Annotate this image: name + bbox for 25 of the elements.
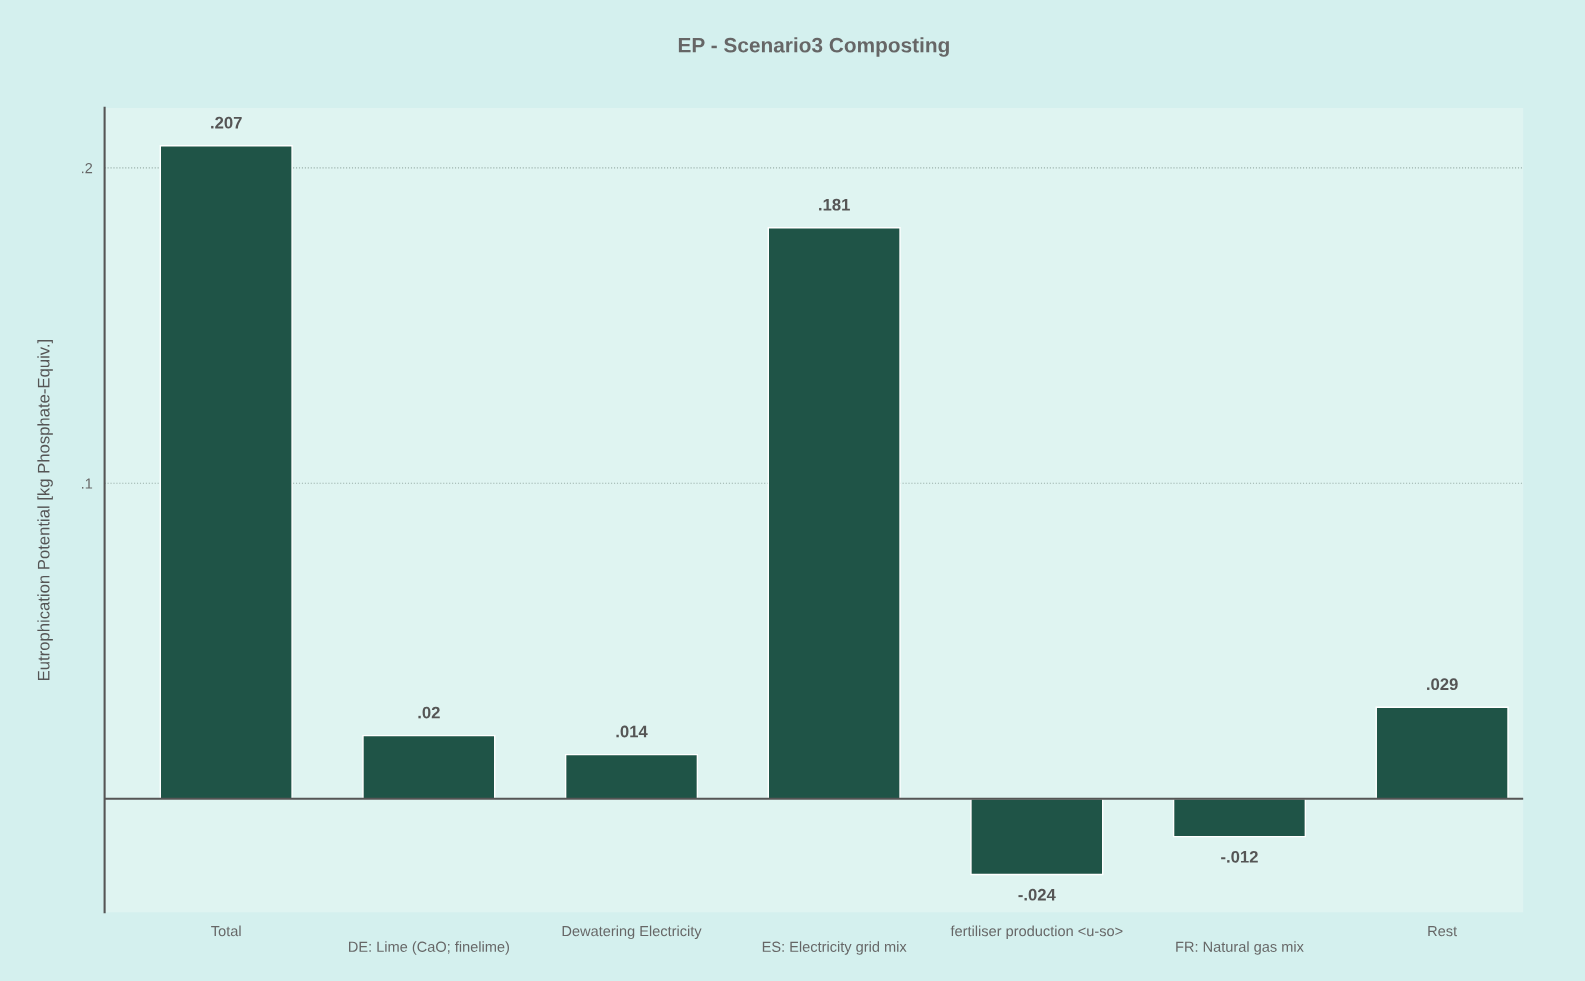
x-tick-label: DE: Lime (CaO; finelime) bbox=[349, 941, 509, 955]
bar bbox=[970, 798, 1104, 876]
data-label: .029 bbox=[1427, 678, 1458, 691]
x-tick-label: Total bbox=[211, 925, 241, 937]
data-label: .207 bbox=[211, 116, 242, 129]
bar bbox=[159, 145, 293, 800]
data-label: .181 bbox=[819, 198, 850, 211]
bar bbox=[1172, 798, 1307, 838]
data-label: -.024 bbox=[1018, 888, 1056, 901]
chart-title: EP - Scenario3 Composting bbox=[678, 37, 949, 57]
bar bbox=[1375, 706, 1509, 800]
y-tick-label: .1 bbox=[81, 478, 93, 489]
y-axis-title: Eutrophication Potential [kg Phosphate-Equiv.] bbox=[37, 340, 53, 680]
bar bbox=[362, 734, 496, 800]
data-label: .014 bbox=[616, 725, 648, 738]
x-tick-label: Rest bbox=[1428, 926, 1458, 937]
x-tick-label: fertiliser production <u-so> bbox=[950, 925, 1123, 940]
bar bbox=[767, 227, 901, 800]
y-tick-label: .2 bbox=[81, 162, 93, 174]
data-label: .02 bbox=[418, 706, 440, 719]
bar bbox=[564, 753, 699, 800]
data-label: -.012 bbox=[1221, 850, 1258, 863]
x-tick-label: ES: Electricity grid mix bbox=[762, 941, 907, 955]
x-tick-label: Dewatering Electricity bbox=[562, 925, 702, 940]
x-tick-label: FR: Natural gas mix bbox=[1176, 941, 1304, 955]
